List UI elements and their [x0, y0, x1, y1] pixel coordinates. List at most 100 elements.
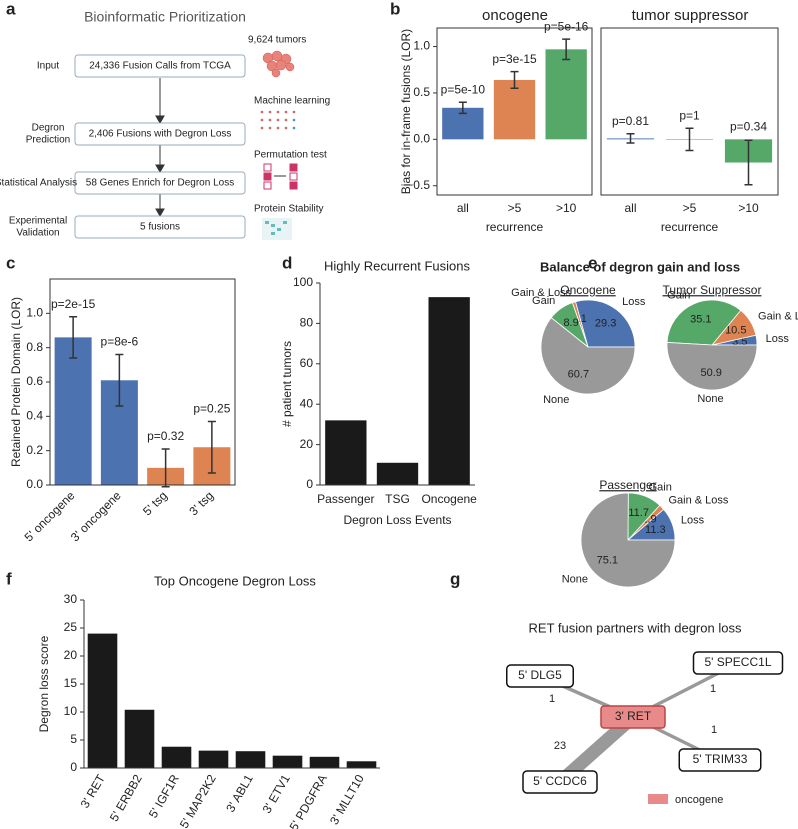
stage-label: Degron: [32, 123, 65, 134]
error-bar: [626, 133, 635, 144]
y-tick-label: 0: [70, 760, 77, 774]
pie-value-label: 60.7: [568, 368, 589, 380]
center-node: [600, 705, 666, 729]
x-tick-label: 3' oncogene: [68, 488, 124, 544]
bar: [54, 337, 92, 485]
pie-category-label: None: [697, 393, 723, 405]
bar: [309, 756, 340, 768]
center-node-label: 3' RET: [615, 709, 652, 723]
error-bar: [69, 316, 78, 359]
edge-label: 1: [710, 683, 716, 695]
x-tick-label: 3' MLLT10: [327, 772, 367, 827]
y-tick-label: 0.4: [26, 409, 43, 423]
pie-category-label: Loss: [681, 514, 705, 526]
step-box-text: 5 fusions: [140, 222, 180, 233]
stage-label: Input: [37, 61, 59, 72]
y-tick-label: 0.5: [413, 85, 430, 99]
bar: [161, 746, 192, 768]
pie-category-label: Gain: [532, 295, 555, 307]
stage-label: Statistical Analysis: [0, 178, 77, 189]
icons: [260, 50, 298, 240]
chart-title: oncogene: [482, 7, 548, 24]
workflow: Bioinformatic Prioritization 24,336 Fusi…: [0, 9, 330, 240]
bar-chart: Highly Recurrent Fusions # patient tumors…: [280, 258, 477, 527]
annotation: p=8e-6: [101, 335, 139, 349]
edge-label: 1: [711, 724, 717, 736]
pie-title: Passenger: [599, 478, 656, 492]
stage-label: Validation: [16, 228, 59, 239]
x-tick-label: 3' RET: [78, 772, 109, 811]
y-tick-label: 0.0: [413, 132, 430, 146]
y-axis-label: # patient tumors: [280, 341, 294, 427]
y-axis-label: Retained Protein Domain (LOR): [9, 297, 23, 467]
chart-title: Top Oncogene Degron Loss: [154, 573, 316, 588]
y-axis-label: Degron loss score: [37, 635, 51, 732]
bar: [493, 79, 536, 140]
bar: [325, 420, 367, 485]
annotation: p=5e-16: [544, 19, 589, 33]
axes-spines: [83, 600, 380, 769]
pie-title: Oncogene: [560, 283, 616, 297]
y-tick-label: −0.5: [406, 178, 430, 192]
x-tick-label: all: [457, 201, 469, 215]
x-tick-label: 3' tsg: [186, 488, 216, 518]
y-tick-label: 10: [64, 704, 78, 718]
pie-category-label: Gain & Loss: [511, 287, 571, 299]
annotation: p=0.34: [730, 120, 767, 134]
x-tick-label: 5' IGF1R: [146, 772, 182, 821]
node-label: 5' SPECC1L: [705, 655, 772, 669]
bar: [346, 761, 377, 768]
x-tick-label: TSG: [385, 492, 410, 506]
panel-label: g: [450, 569, 460, 588]
error-bar: [510, 70, 519, 90]
pie-category-label: None: [562, 574, 588, 586]
axes-frame: [600, 27, 779, 196]
pie-title: Tumor Suppressor: [663, 283, 762, 297]
bar-chart: oncogene Bias for in-frame fusions (LOR) r…: [399, 7, 593, 234]
y-tick-label: 40: [300, 396, 314, 410]
panel-title: Balance of degron gain and loss: [540, 259, 740, 274]
step-box-text: 2,406 Fusions with Degron Loss: [89, 129, 232, 140]
pie-category-label: Gain & Loss: [669, 495, 729, 507]
bar: [124, 709, 155, 768]
workflow-title: Bioinformatic Prioritization: [84, 9, 246, 25]
bar: [198, 750, 229, 768]
error-bar: [744, 139, 753, 186]
y-tick-label: 100: [293, 275, 313, 289]
chart-title: Highly Recurrent Fusions: [324, 258, 470, 273]
x-tick-label: all: [624, 201, 636, 215]
node: [506, 664, 574, 688]
x-tick-label: >10: [556, 201, 577, 215]
edge-label: 1: [549, 693, 555, 705]
y-tick-label: 80: [300, 316, 314, 330]
axes-frame: [436, 27, 593, 196]
y-tick-label: 0: [306, 477, 313, 491]
stage-label: Prediction: [26, 135, 70, 146]
bar-chart: Top Oncogene Degron Loss Degron loss scor…: [37, 573, 380, 829]
y-tick-label: 1.0: [26, 306, 43, 320]
bar-chart: tumor suppressor recurrence p=0.81 all p=1 >5…: [600, 7, 779, 234]
node: [522, 770, 598, 794]
x-axis-label: recurrence: [661, 220, 719, 234]
pie-category-label: Gain: [667, 289, 690, 301]
pie-value-label: 50.9: [701, 367, 722, 379]
edge-label: 23: [554, 740, 566, 752]
annotation: p=3e-15: [492, 52, 537, 66]
y-tick-label: 30: [64, 592, 78, 606]
pie-category-label: Gain: [649, 481, 672, 493]
error-bar: [161, 448, 170, 488]
panel-label: c: [6, 253, 15, 272]
panel-label: a: [6, 0, 16, 18]
x-axis-label: Degron Loss Events: [343, 513, 451, 527]
y-tick-label: 0.2: [26, 443, 43, 457]
x-tick-label: >10: [738, 201, 759, 215]
pie-category-label: None: [543, 394, 569, 406]
x-tick-label: 5' tsg: [140, 488, 170, 518]
legend-label: oncogene: [675, 794, 723, 806]
panel-label: e: [588, 253, 597, 272]
x-tick-label: Passenger: [317, 492, 374, 506]
step-box-text: 24,336 Fusion Calls from TCGA: [89, 61, 231, 72]
bar: [428, 297, 470, 485]
node-label: 5' TRIM33: [693, 752, 748, 766]
